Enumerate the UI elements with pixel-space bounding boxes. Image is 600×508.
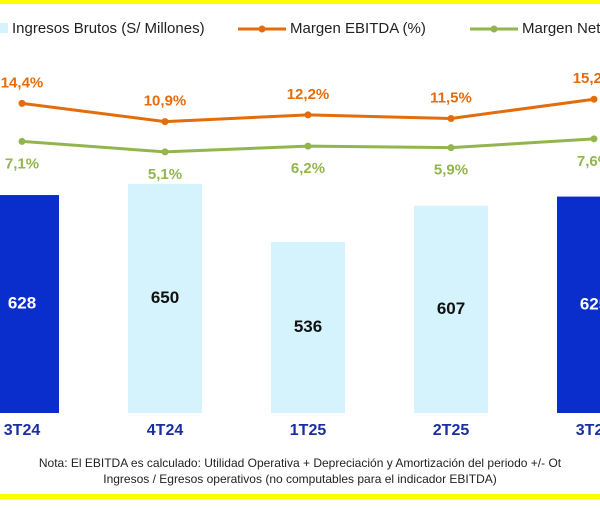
bar [0, 195, 59, 413]
bar [271, 241, 345, 413]
legend-swatch [258, 25, 266, 33]
point [447, 144, 455, 152]
point [161, 148, 169, 156]
point [590, 95, 598, 103]
point [18, 137, 26, 145]
bar-label: 650 [151, 288, 179, 307]
point [447, 114, 455, 122]
legend-label: Margen Neto [522, 20, 600, 37]
frame-bottom [0, 494, 600, 499]
point-label: 11,5% [430, 89, 472, 106]
point-label: 10,9% [144, 93, 187, 110]
point [304, 142, 312, 150]
bar-label: 628 [8, 294, 36, 313]
bar [414, 205, 488, 413]
x-tick-label: 2T25 [433, 422, 470, 439]
bar [128, 183, 202, 413]
point-label: 7,6% [577, 153, 600, 170]
x-tick-label: 1T25 [290, 422, 327, 439]
bar-label: 625 [580, 294, 600, 313]
bar-label: 536 [294, 317, 322, 336]
point-label: 14,4% [1, 74, 44, 91]
point [161, 118, 169, 126]
footnote: Nota: El EBITDA es calculado: Utilidad O… [39, 456, 562, 470]
point [590, 135, 598, 143]
frame-top [0, 0, 600, 4]
point-label: 12,2% [287, 86, 330, 103]
legend-label: Ingresos Brutos (S/ Millones) [12, 20, 205, 37]
x-tick-label: 3T24 [4, 422, 41, 439]
point-label: 5,9% [434, 162, 468, 179]
legend: Ingresos Brutos (S/ Millones) Margen EBIT… [0, 20, 600, 37]
bar [557, 196, 600, 413]
point-label: 15,2% [573, 70, 600, 87]
point [304, 111, 312, 119]
x-tick-label: 3T25 [576, 422, 600, 439]
point-label: 5,1% [148, 166, 182, 183]
point-label: 7,1% [5, 155, 39, 172]
legend-swatch [0, 23, 8, 33]
legend-label: Margen EBITDA (%) [290, 20, 426, 37]
bar-label: 607 [437, 299, 465, 318]
point [18, 99, 26, 107]
point-label: 6,2% [291, 160, 325, 177]
x-tick-label: 4T24 [147, 422, 184, 439]
footnote: Ingresos / Egresos operativos (no comput… [103, 472, 497, 486]
legend-swatch [490, 25, 498, 33]
